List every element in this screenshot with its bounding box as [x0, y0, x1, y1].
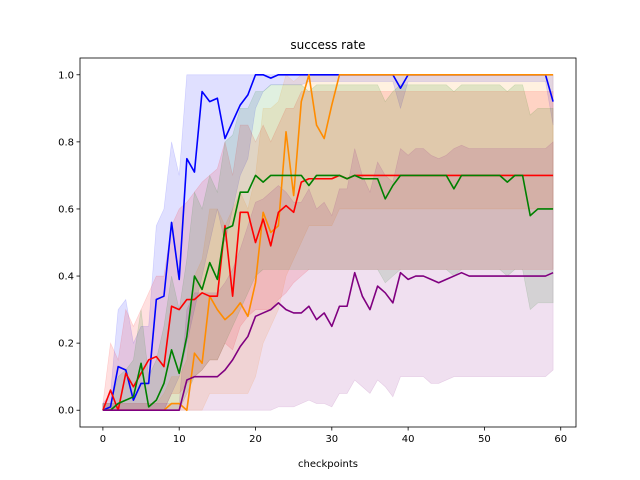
- x-tick-label: 50: [478, 434, 491, 445]
- y-tick-label: 0.6: [58, 204, 74, 215]
- y-tick-label: 1.0: [58, 70, 74, 81]
- x-tick-label: 10: [173, 434, 186, 445]
- x-axis-ticks: 0 10 20 30 40 50 60: [100, 427, 567, 445]
- series-3-band: [102, 84, 554, 411]
- x-tick-label: 0: [100, 434, 106, 445]
- y-tick-label: 0.4: [58, 272, 74, 283]
- series-4-band: [102, 141, 554, 411]
- series-1-line: [102, 73, 554, 412]
- plot-frame: [79, 57, 577, 428]
- x-tick-label: 20: [249, 434, 262, 445]
- x-tick-label: 60: [554, 434, 567, 445]
- y-tick-label: 0.2: [58, 339, 74, 350]
- series-4-line: [102, 271, 554, 412]
- confidence-bands: [102, 74, 554, 411]
- y-tick-label: 0.8: [58, 137, 74, 148]
- x-tick-label: 40: [402, 434, 415, 445]
- series-3-line: [102, 174, 554, 412]
- y-tick-label: 0.0: [58, 406, 74, 417]
- chart-title: success rate: [290, 38, 365, 52]
- series-lines: [102, 73, 554, 412]
- y-axis-ticks: 0.0 0.2 0.4 0.6 0.8 1.0: [58, 70, 80, 417]
- x-axis-label: checkpoints: [298, 459, 358, 470]
- x-tick-label: 30: [325, 434, 338, 445]
